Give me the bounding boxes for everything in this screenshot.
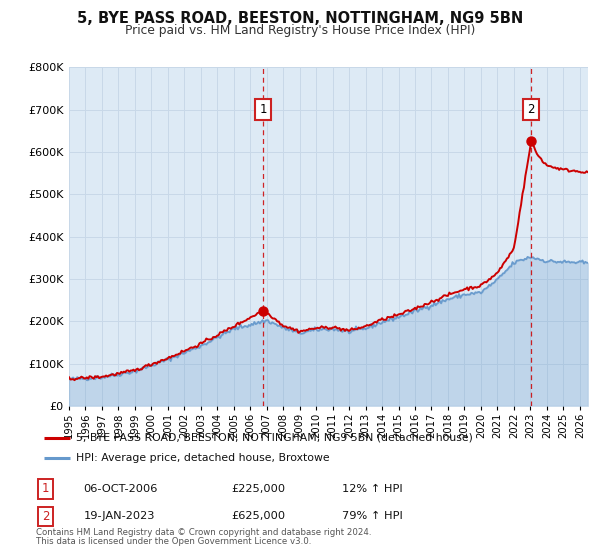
Text: 19-JAN-2023: 19-JAN-2023 xyxy=(83,511,155,521)
Text: 2: 2 xyxy=(42,510,49,523)
Bar xyxy=(531,67,588,406)
Text: 1: 1 xyxy=(259,103,266,116)
Bar xyxy=(531,67,588,406)
Text: £225,000: £225,000 xyxy=(232,484,286,494)
Text: Contains HM Land Registry data © Crown copyright and database right 2024.: Contains HM Land Registry data © Crown c… xyxy=(36,528,371,537)
Text: This data is licensed under the Open Government Licence v3.0.: This data is licensed under the Open Gov… xyxy=(36,538,311,547)
Text: 12% ↑ HPI: 12% ↑ HPI xyxy=(342,484,403,494)
Text: 06-OCT-2006: 06-OCT-2006 xyxy=(83,484,158,494)
Text: £625,000: £625,000 xyxy=(232,511,286,521)
Text: 5, BYE PASS ROAD, BEESTON, NOTTINGHAM, NG9 5BN (detached house): 5, BYE PASS ROAD, BEESTON, NOTTINGHAM, N… xyxy=(76,433,472,443)
Text: 1: 1 xyxy=(42,482,49,495)
Text: 5, BYE PASS ROAD, BEESTON, NOTTINGHAM, NG9 5BN: 5, BYE PASS ROAD, BEESTON, NOTTINGHAM, N… xyxy=(77,11,523,26)
Text: 2: 2 xyxy=(527,103,535,116)
Text: Price paid vs. HM Land Registry's House Price Index (HPI): Price paid vs. HM Land Registry's House … xyxy=(125,24,475,36)
Text: 79% ↑ HPI: 79% ↑ HPI xyxy=(342,511,403,521)
Text: HPI: Average price, detached house, Broxtowe: HPI: Average price, detached house, Brox… xyxy=(76,453,329,463)
